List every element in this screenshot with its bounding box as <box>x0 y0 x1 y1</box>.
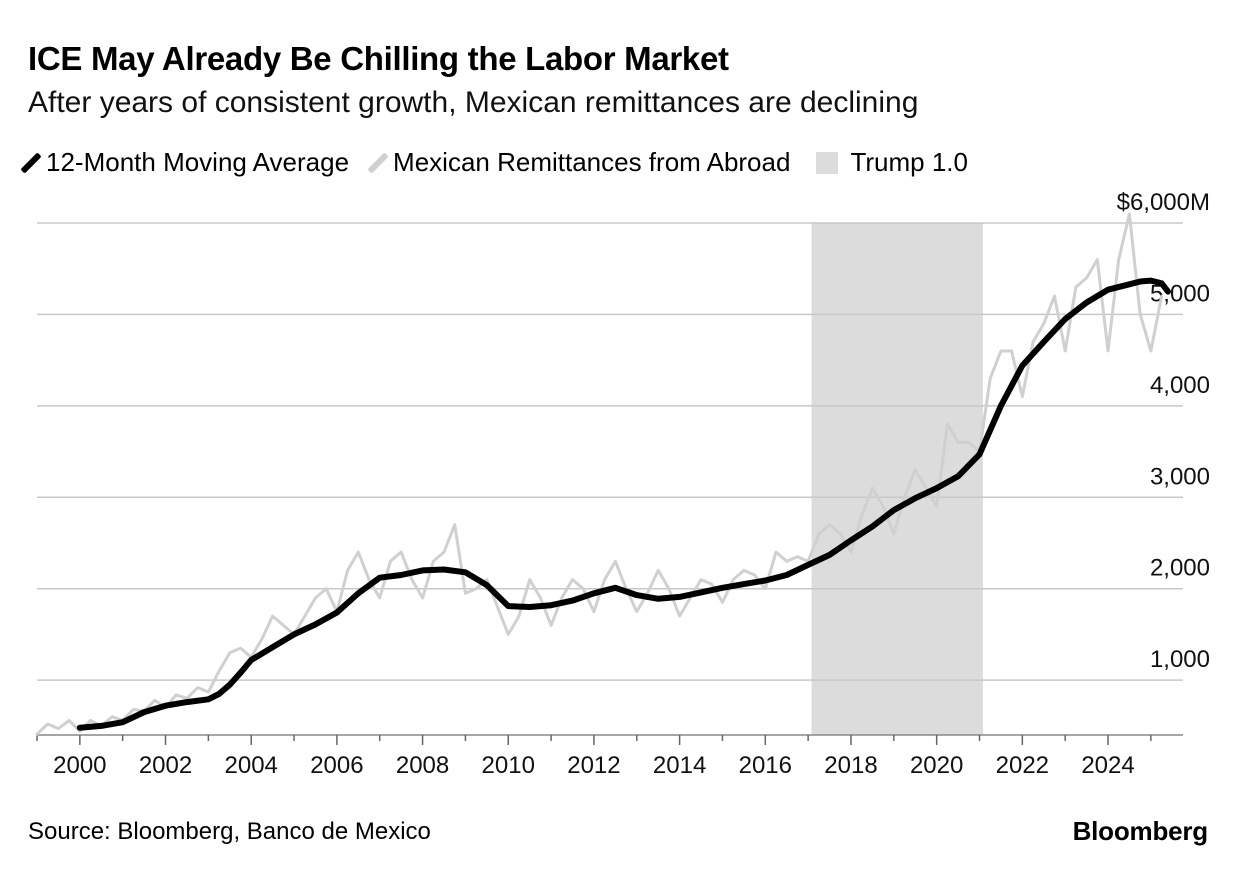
legend-label-trump: Trump 1.0 <box>850 147 968 177</box>
x-tick-label: 2010 <box>482 752 535 779</box>
legend-label-remittances: Mexican Remittances from Abroad <box>393 147 791 177</box>
chart-title: ICE May Already Be Chilling the Labor Ma… <box>28 40 729 77</box>
y-tick-label: 4,000 <box>1150 372 1210 399</box>
x-tick-label: 2024 <box>1081 752 1134 779</box>
x-tick-label: 2012 <box>567 752 620 779</box>
x-tick-label: 2002 <box>139 752 192 779</box>
moving-average-line <box>76 277 1171 731</box>
x-tick-label: 2020 <box>910 752 963 779</box>
legend: 12-Month Moving Average Mexican Remittan… <box>20 147 994 178</box>
legend-item-moving-average: 12-Month Moving Average <box>20 147 350 178</box>
x-tick-label: 2016 <box>739 752 792 779</box>
source-note: Source: Bloomberg, Banco de Mexico <box>28 818 431 845</box>
legend-label-moving-average: 12-Month Moving Average <box>46 147 350 177</box>
x-tick-label: 2014 <box>653 752 706 779</box>
x-tick-label: 2008 <box>396 752 449 779</box>
chart-subtitle: After years of consistent growth, Mexica… <box>28 86 919 119</box>
y-tick-label: 1,000 <box>1150 646 1210 673</box>
x-tick-label: 2004 <box>225 752 278 779</box>
y-tick-label: 3,000 <box>1150 463 1210 490</box>
trump-swatch <box>816 151 839 174</box>
x-tick-label: 2018 <box>824 752 877 779</box>
x-tick-label: 2000 <box>53 752 106 779</box>
legend-item-trump: Trump 1.0 <box>816 147 968 178</box>
legend-item-remittances: Mexican Remittances from Abroad <box>367 147 791 178</box>
remittances-line <box>35 212 1164 736</box>
x-tick-label: 2006 <box>310 752 363 779</box>
y-tick-label: 2,000 <box>1150 555 1210 582</box>
x-tick-label: 2022 <box>996 752 1049 779</box>
bloomberg-logo: Bloomberg <box>1072 816 1209 846</box>
y-tick-label: $6,000M <box>1117 189 1210 216</box>
